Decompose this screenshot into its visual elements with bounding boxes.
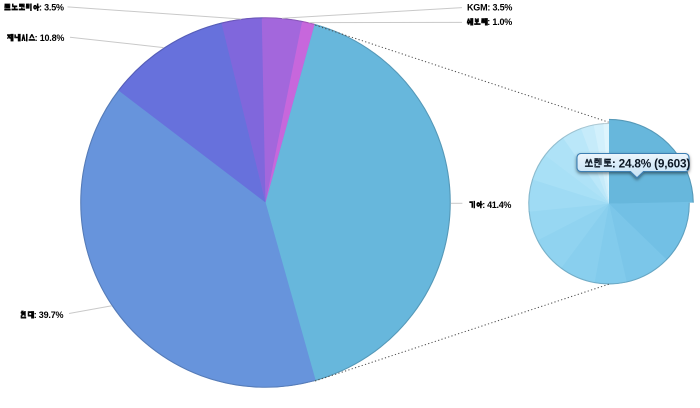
svg-text:: 39.7%: : 39.7% bbox=[34, 310, 64, 320]
svg-text:: 41.4%: : 41.4% bbox=[482, 200, 511, 210]
svg-text:KGM: 3.5%: KGM: 3.5% bbox=[467, 3, 512, 13]
svg-text:: 1.0%: : 1.0% bbox=[487, 17, 512, 27]
svg-text:: 24.8% (9,603): : 24.8% (9,603) bbox=[612, 156, 691, 170]
svg-text:: 10.8%: : 10.8% bbox=[35, 33, 65, 43]
svg-text:: 3.5%: : 3.5% bbox=[39, 3, 64, 13]
